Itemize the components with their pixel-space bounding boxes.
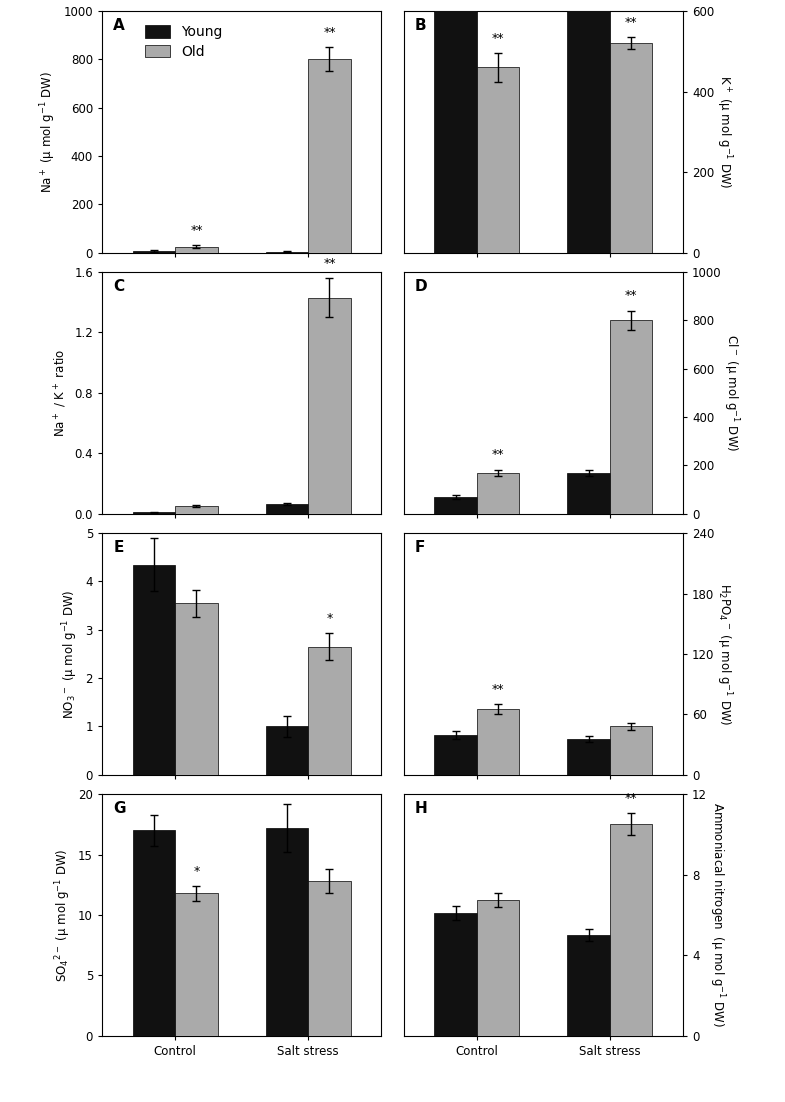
Text: **: ** xyxy=(492,449,504,462)
Bar xyxy=(175,894,217,1036)
Bar xyxy=(309,882,351,1036)
Y-axis label: Ammoniacal nitrogen  (μ mol g$^{-1}$ DW): Ammoniacal nitrogen (μ mol g$^{-1}$ DW) xyxy=(706,802,726,1027)
Legend: Young, Old: Young, Old xyxy=(145,25,223,58)
Text: B: B xyxy=(414,19,426,33)
Text: **: ** xyxy=(492,683,504,695)
Bar xyxy=(476,710,520,775)
Bar xyxy=(133,831,175,1036)
Bar xyxy=(175,506,217,514)
Bar xyxy=(476,67,520,252)
Y-axis label: H$_2$PO$_4$$^-$ (μ mol g$^{-1}$ DW): H$_2$PO$_4$$^-$ (μ mol g$^{-1}$ DW) xyxy=(714,583,734,725)
Text: F: F xyxy=(414,540,425,555)
Y-axis label: Na$^+$ (μ mol g$^{-1}$ DW): Na$^+$ (μ mol g$^{-1}$ DW) xyxy=(38,71,58,193)
Bar xyxy=(265,251,309,252)
Bar xyxy=(309,60,351,252)
Bar xyxy=(133,512,175,514)
Bar xyxy=(265,828,309,1036)
Bar xyxy=(309,298,351,514)
Text: *: * xyxy=(193,865,199,877)
Text: C: C xyxy=(113,279,124,294)
Text: **: ** xyxy=(323,257,336,270)
Bar xyxy=(434,735,476,775)
Text: H: H xyxy=(414,801,428,817)
Bar xyxy=(434,914,476,1036)
Y-axis label: NO$_3$$^-$ (μ mol g$^{-1}$ DW): NO$_3$$^-$ (μ mol g$^{-1}$ DW) xyxy=(60,590,80,719)
Bar xyxy=(476,900,520,1036)
Bar xyxy=(610,321,652,514)
Text: **: ** xyxy=(625,792,637,804)
Text: **: ** xyxy=(625,290,637,302)
Text: *: * xyxy=(327,612,333,625)
Bar xyxy=(568,473,610,514)
Y-axis label: K$^+$ (μ mol g$^{-1}$ DW): K$^+$ (μ mol g$^{-1}$ DW) xyxy=(714,75,734,188)
Text: E: E xyxy=(113,540,123,555)
Bar xyxy=(265,726,309,775)
Text: **: ** xyxy=(492,32,504,45)
Bar xyxy=(568,0,610,252)
Bar xyxy=(434,0,476,252)
Y-axis label: Na$^+$ / K$^+$ ratio: Na$^+$ / K$^+$ ratio xyxy=(53,348,69,437)
Bar xyxy=(133,564,175,775)
Text: G: G xyxy=(113,801,126,817)
Text: **: ** xyxy=(625,15,637,29)
Text: D: D xyxy=(414,279,428,294)
Text: **: ** xyxy=(190,224,203,237)
Bar xyxy=(265,504,309,514)
Bar xyxy=(434,497,476,514)
Bar xyxy=(610,43,652,252)
Y-axis label: SO$_4$$^{2-}$ (μ mol g$^{-1}$ DW): SO$_4$$^{2-}$ (μ mol g$^{-1}$ DW) xyxy=(53,849,72,982)
Bar xyxy=(133,251,175,252)
Text: **: ** xyxy=(323,25,336,39)
Bar xyxy=(568,738,610,775)
Bar xyxy=(175,247,217,252)
Bar xyxy=(175,603,217,775)
Bar xyxy=(568,936,610,1036)
Bar xyxy=(476,473,520,514)
Bar xyxy=(610,824,652,1036)
Bar xyxy=(309,647,351,775)
Y-axis label: Cl$^-$ (μ mol g$^{-1}$ DW): Cl$^-$ (μ mol g$^{-1}$ DW) xyxy=(721,334,741,452)
Text: A: A xyxy=(113,19,125,33)
Bar xyxy=(610,726,652,775)
